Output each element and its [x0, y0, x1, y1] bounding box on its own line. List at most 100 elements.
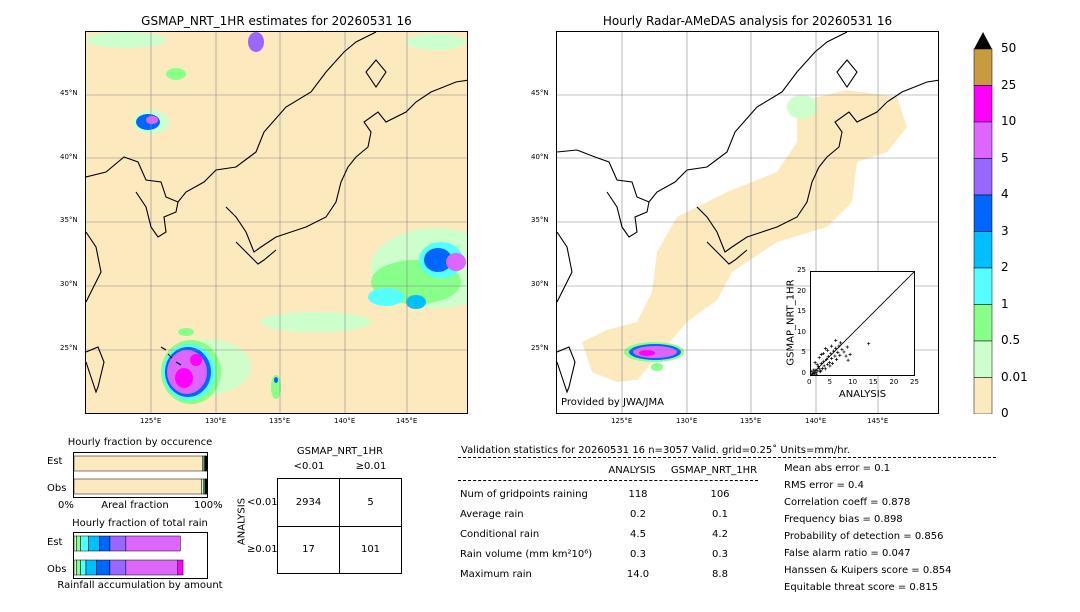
- right-lat-label-25: 25°N: [531, 344, 549, 352]
- colorbar: [972, 31, 994, 415]
- scatter-point: [812, 372, 816, 376]
- fraction-bar-segment: [125, 535, 181, 552]
- scatter-point: [811, 368, 816, 372]
- colorbar-label: 50: [1001, 41, 1017, 55]
- left-map-canvas: [86, 32, 467, 413]
- scatter-point: [825, 357, 829, 361]
- scatter-point: [819, 369, 823, 373]
- right-lon-label-140: 140°E: [805, 417, 827, 425]
- fraction-bar-segment: [80, 559, 87, 576]
- left-map-title: GSMAP_NRT_1HR estimates for 20260531 16: [141, 14, 412, 28]
- contingency-cell-00: 2934: [295, 497, 322, 508]
- fraction-bar-segment: [73, 455, 203, 472]
- left-lat-label-40: 40°N: [60, 153, 78, 161]
- validation-header: Validation statistics for 20260531 16 n=…: [461, 445, 850, 456]
- right-coastlines: [557, 32, 938, 394]
- right-lat-label-45: 45°N: [531, 89, 549, 97]
- colorbar-label: 0: [1001, 406, 1009, 420]
- scatter-y-ticks: 0 5 10 15 20 25: [790, 266, 808, 377]
- validation-row-gsmap: 0.3: [712, 549, 728, 560]
- right-coverage: [582, 90, 907, 382]
- fraction-bar-segment: [96, 559, 111, 576]
- scatter-x-ticks: 0 5 10 15 20 25: [807, 378, 919, 388]
- contingency-col-lt: <0.01: [293, 461, 325, 472]
- contingency-cell-10: 17: [302, 544, 315, 555]
- scatter-x-tick-label: 0: [807, 378, 812, 386]
- right-lon-label-130: 130°E: [676, 417, 698, 425]
- occurrence-label-est: Est: [47, 456, 63, 467]
- validation-row-analysis: 118: [628, 489, 648, 500]
- total-rain-bars: [73, 532, 208, 579]
- validation-row-gsmap: 0.1: [712, 509, 728, 520]
- score-mean-abs-error: Mean abs error = 0.1: [784, 463, 891, 474]
- fraction-bar-segment: [80, 535, 89, 552]
- right-rain-field: [624, 342, 684, 371]
- colorbar-segment: [973, 194, 993, 232]
- scatter-x-tick-label: 25: [910, 378, 919, 386]
- scatter-point: [820, 366, 825, 371]
- colorbar-segment: [973, 231, 993, 269]
- scatter-point: [832, 349, 836, 353]
- validation-row-label: Conditional rain: [460, 529, 540, 540]
- fraction-bar-segment: [109, 535, 127, 552]
- scatter-point: [825, 348, 830, 352]
- scatter-point: [817, 356, 821, 360]
- scatter-x-tick-label: 10: [848, 378, 858, 386]
- scatter-point: [845, 345, 849, 349]
- scatter-point: [819, 352, 823, 356]
- validation-row-analysis: 0.3: [630, 549, 646, 560]
- contingency-col-ge: ≥0.01: [355, 461, 387, 472]
- right-map-title: Hourly Radar-AMeDAS analysis for 2026053…: [602, 14, 893, 28]
- scatter-point: [816, 365, 821, 369]
- colorbar-label: 3: [1001, 223, 1009, 238]
- scatter-point: [822, 364, 826, 368]
- validation-row-gsmap: 4.2: [712, 529, 728, 540]
- colorbar-segment: [973, 158, 993, 196]
- colorbar-segment: [973, 48, 993, 86]
- colorbar-segment: [973, 304, 993, 342]
- fraction-bar-segment: [85, 559, 97, 576]
- fraction-bar-segment: [88, 535, 100, 552]
- colorbar-label: 4: [1001, 187, 1009, 201]
- data-credit: Provided by JWA/JMA: [561, 397, 664, 408]
- validation-row-gsmap: 106: [710, 489, 730, 500]
- scatter-point: [823, 367, 828, 371]
- contingency-cell-11: 101: [360, 544, 381, 555]
- occurrence-tick-100: 100%: [194, 500, 223, 511]
- validation-row-label: Rain volume (mm km²10⁶): [460, 549, 593, 560]
- validation-header-rule: [458, 457, 996, 458]
- scatter-point: [834, 346, 838, 350]
- scatter-point: [840, 347, 844, 352]
- scatter-point: [825, 362, 830, 366]
- validation-col-rule: [458, 480, 758, 481]
- total-rain-label-est: Est: [47, 537, 63, 548]
- scatter-point: [842, 350, 846, 354]
- right-lat-label-35: 35°N: [531, 216, 549, 224]
- left-lon-label-135: 135°E: [269, 417, 291, 425]
- right-map-gridlines: [557, 32, 938, 413]
- colorbar-segment: [973, 377, 993, 415]
- colorbar-segment: [973, 85, 993, 123]
- left-lon-label-140: 140°E: [334, 417, 356, 425]
- right-lat-label-30: 30°N: [531, 280, 549, 288]
- scatter-point: [838, 353, 842, 357]
- left-map: [85, 31, 468, 414]
- score-rms-error: RMS error = 0.4: [784, 480, 864, 491]
- left-lat-label-45: 45°N: [60, 89, 78, 97]
- fraction-bar-segment: [76, 559, 81, 576]
- score-hk: Hanssen & Kuipers score = 0.854: [784, 565, 952, 576]
- validation-col-gsmap: GSMAP_NRT_1HR: [670, 465, 758, 476]
- occurrence-label-obs: Obs: [47, 483, 67, 494]
- score-ets: Equitable threat score = 0.815: [784, 582, 939, 593]
- validation-row-analysis: 4.5: [630, 529, 646, 540]
- scatter-x-tick-label: 20: [889, 378, 899, 386]
- colorbar-segment: [973, 267, 993, 305]
- occurrence-canvas: [73, 455, 208, 495]
- fraction-bar-segment: [73, 478, 202, 495]
- contingency-row-lt: <0.01: [247, 497, 278, 508]
- colorbar-label: 1: [1001, 296, 1009, 311]
- validation-row-analysis: 14.0: [626, 569, 650, 580]
- fraction-bar-segment: [73, 535, 77, 552]
- scatter-x-tick-label: 5: [827, 378, 833, 386]
- scatter-y-tick-label: 20: [797, 286, 806, 295]
